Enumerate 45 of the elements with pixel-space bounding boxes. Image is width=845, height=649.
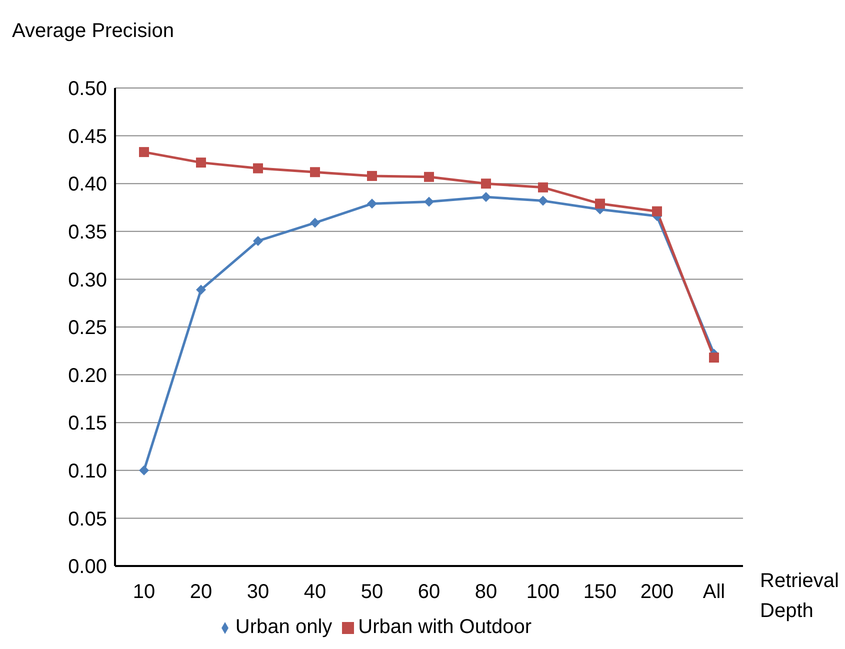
x-tick-label: 200 xyxy=(640,581,674,604)
y-tick-label: 0.30 xyxy=(68,269,107,292)
point xyxy=(481,178,491,189)
x-tick-label: 60 xyxy=(418,581,440,604)
y-tick-label: 0.10 xyxy=(68,460,107,482)
x-tick-label: All xyxy=(702,581,726,604)
point xyxy=(424,172,434,182)
legend-label: Urban only xyxy=(235,616,332,638)
point xyxy=(253,163,263,174)
point xyxy=(367,170,377,181)
point xyxy=(196,158,206,168)
x-tick-label: 150 xyxy=(583,581,617,604)
point xyxy=(253,236,263,246)
point xyxy=(367,198,377,209)
x-tick-label: 40 xyxy=(304,581,326,604)
y-axis-title: Average Precision xyxy=(12,20,174,43)
point xyxy=(196,284,206,295)
y-tick-label: 0.15 xyxy=(68,412,107,435)
x-tick-label: 10 xyxy=(132,581,156,604)
y-tick-label: 0.50 xyxy=(68,78,107,100)
y-tick-label: 0.45 xyxy=(68,126,107,148)
point xyxy=(652,206,662,216)
y-tick-label: 0.25 xyxy=(68,317,107,340)
x-axis-title: Retrieval Depth xyxy=(760,569,840,624)
point xyxy=(139,465,149,476)
point xyxy=(139,147,149,158)
point xyxy=(709,352,719,363)
y-tick-label: 0.20 xyxy=(68,364,107,387)
x-tick-label: 80 xyxy=(474,581,498,604)
point xyxy=(424,196,434,207)
y-tick-label: 0.00 xyxy=(68,556,107,578)
point xyxy=(595,198,605,209)
y-tick-label: 0.40 xyxy=(68,174,107,196)
x-tick-label: 50 xyxy=(360,581,384,604)
point xyxy=(481,192,491,202)
y-tick-label: 0.35 xyxy=(68,222,107,244)
legend-label: Urban with Outdoor xyxy=(358,616,532,638)
x-tick-label: 100 xyxy=(526,581,560,604)
point xyxy=(538,182,548,192)
x-tick-label: 20 xyxy=(190,581,212,604)
x-tick-label: 30 xyxy=(246,581,270,604)
y-tick-label: 0.05 xyxy=(68,508,107,530)
point xyxy=(310,167,320,178)
point xyxy=(310,218,320,228)
point xyxy=(538,196,548,206)
